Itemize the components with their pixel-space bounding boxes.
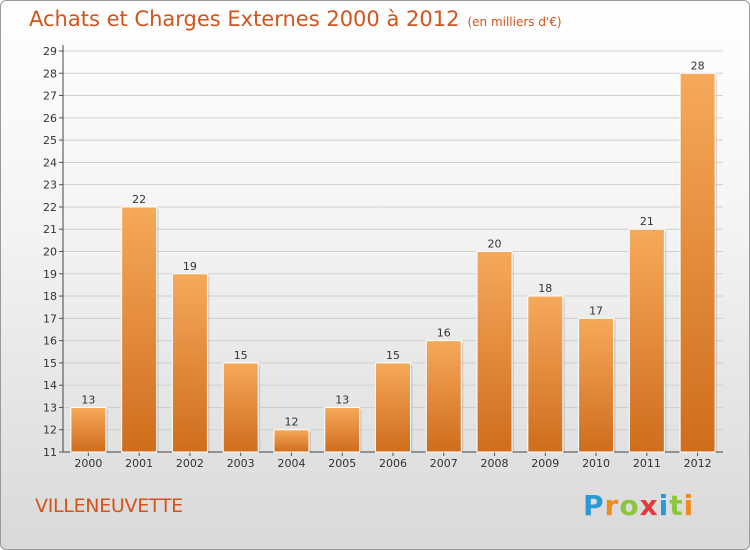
x-tick-label: 2005 — [328, 457, 356, 470]
bar-value-label: 16 — [437, 327, 451, 340]
bar-2006[interactable] — [375, 362, 411, 453]
x-tick-label: 2010 — [582, 457, 610, 470]
y-tick-label: 29 — [43, 45, 57, 58]
y-tick-label: 16 — [43, 335, 57, 348]
x-tick-label: 2000 — [74, 457, 102, 470]
bar-value-label: 18 — [538, 282, 552, 295]
y-tick-label: 22 — [43, 201, 57, 214]
logo-letter: i — [683, 489, 695, 522]
bar-value-label: 15 — [386, 349, 400, 362]
x-tick-label: 2004 — [277, 457, 305, 470]
proxiti-logo[interactable]: Proxiti — [583, 489, 694, 522]
bar-2010[interactable] — [578, 317, 615, 453]
logo-letter: t — [669, 489, 684, 522]
bar-2009[interactable] — [527, 295, 564, 453]
y-tick-label: 24 — [43, 156, 57, 169]
x-tick-label: 2003 — [227, 457, 255, 470]
y-tick-label: 15 — [43, 357, 57, 370]
bar-2007[interactable] — [425, 340, 462, 453]
y-tick-label: 13 — [43, 401, 57, 414]
chart-unit: (en milliers d'€) — [467, 15, 562, 29]
bar-value-label: 20 — [488, 238, 502, 251]
logo-letter: o — [619, 489, 640, 522]
logo-letter: i — [658, 489, 670, 522]
x-tick-label: 2008 — [481, 457, 509, 470]
logo-letter: r — [604, 489, 620, 522]
bar-value-label: 13 — [81, 393, 95, 406]
bar-2004[interactable] — [273, 429, 310, 453]
x-tick-label: 2006 — [379, 457, 407, 470]
y-tick-label: 28 — [43, 67, 57, 80]
x-tick-label: 2009 — [531, 457, 559, 470]
logo-letter: P — [583, 489, 605, 522]
bar-2011[interactable] — [628, 228, 665, 453]
bar-2005[interactable] — [324, 406, 361, 453]
y-tick-label: 14 — [43, 379, 57, 392]
x-tick-label: 2011 — [633, 457, 661, 470]
y-tick-label: 21 — [43, 223, 57, 236]
bars — [70, 72, 718, 453]
x-tick-label: 2001 — [125, 457, 153, 470]
y-tick-label: 26 — [43, 112, 57, 125]
chart-title: Achats et Charges Externes 2000 à 2012 (e… — [29, 7, 562, 31]
bar-2003[interactable] — [222, 362, 259, 453]
bar-value-label: 12 — [284, 416, 298, 429]
bar-2001[interactable] — [121, 206, 158, 453]
labels: 11 12 13 14 15 16 17 18 19 20 21 22 23 24 25 26 27 28 29 20… — [43, 45, 712, 470]
bar-2012[interactable] — [679, 72, 716, 453]
place-name: VILLENEUVETTE — [35, 495, 183, 517]
bar-2008[interactable] — [476, 251, 513, 453]
y-tick-label: 18 — [43, 290, 57, 303]
x-tick-label: 2012 — [684, 457, 712, 470]
bar-value-label: 15 — [234, 349, 248, 362]
x-tick-label: 2007 — [430, 457, 458, 470]
bar-value-label: 19 — [183, 260, 197, 273]
y-tick-label: 19 — [43, 268, 57, 281]
y-tick-label: 11 — [43, 446, 57, 459]
bar-value-label: 13 — [335, 393, 349, 406]
chart-title-text: Achats et Charges Externes 2000 à 2012 — [29, 7, 460, 31]
bar-2000[interactable] — [70, 406, 107, 453]
y-tick-label: 17 — [43, 312, 57, 325]
x-tick-label: 2002 — [176, 457, 204, 470]
y-tick-label: 25 — [43, 134, 57, 147]
bar-value-label: 17 — [589, 304, 603, 317]
y-tick-label: 12 — [43, 424, 57, 437]
bar-value-label: 22 — [132, 193, 146, 206]
bar-value-label: 28 — [691, 59, 705, 72]
logo-letter: x — [639, 489, 659, 522]
bar-value-label: 21 — [640, 215, 654, 228]
y-tick-label: 27 — [43, 90, 57, 103]
y-tick-label: 20 — [43, 246, 57, 259]
y-tick-label: 23 — [43, 179, 57, 192]
bar-2002[interactable] — [171, 273, 208, 453]
